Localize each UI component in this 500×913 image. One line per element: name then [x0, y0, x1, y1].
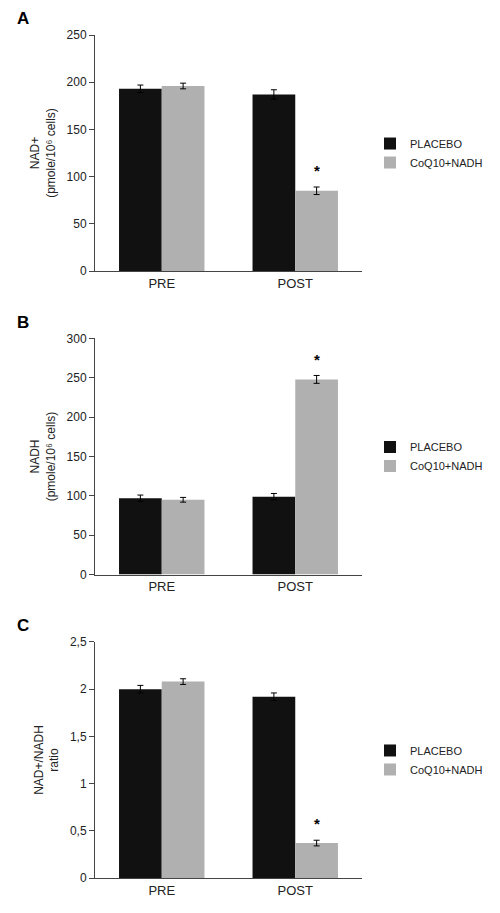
svg-text:PLACEBO: PLACEBO	[410, 138, 462, 150]
svg-text:1: 1	[80, 777, 87, 791]
svg-text:CoQ10+NADH: CoQ10+NADH	[410, 157, 483, 169]
svg-text:*: *	[314, 162, 320, 179]
svg-text:A: A	[17, 9, 29, 28]
svg-text:PRE: PRE	[148, 276, 175, 291]
svg-text:200: 200	[67, 75, 87, 89]
svg-text:200: 200	[67, 410, 87, 424]
svg-text:150: 150	[67, 450, 87, 464]
svg-text:PLACEBO: PLACEBO	[410, 441, 462, 453]
svg-text:50: 50	[73, 217, 87, 231]
svg-text:0: 0	[80, 871, 87, 885]
svg-text:PLACEBO: PLACEBO	[410, 745, 462, 757]
svg-text:B: B	[17, 313, 29, 332]
svg-text:NAD+/NADHratio: NAD+/NADHratio	[32, 725, 62, 795]
svg-text:POST: POST	[278, 579, 313, 594]
svg-text:*: *	[314, 351, 320, 368]
svg-text:NADH(pmole/10⁶ cells): NADH(pmole/10⁶ cells)	[28, 412, 58, 502]
svg-text:POST: POST	[278, 883, 313, 898]
svg-text:2: 2	[80, 682, 87, 696]
svg-text:C: C	[17, 616, 29, 635]
svg-text:CoQ10+NADH: CoQ10+NADH	[410, 460, 483, 472]
svg-text:NAD+(pmole/10⁶ cells): NAD+(pmole/10⁶ cells)	[28, 108, 58, 198]
svg-text:PRE: PRE	[148, 579, 175, 594]
svg-text:250: 250	[67, 28, 87, 42]
svg-text:PRE: PRE	[148, 883, 175, 898]
svg-text:POST: POST	[278, 276, 313, 291]
svg-text:100: 100	[67, 489, 87, 503]
svg-text:*: *	[314, 815, 320, 832]
svg-text:250: 250	[67, 371, 87, 385]
svg-text:1,5: 1,5	[70, 730, 87, 744]
svg-text:150: 150	[67, 123, 87, 137]
svg-text:50: 50	[73, 528, 87, 542]
svg-text:CoQ10+NADH: CoQ10+NADH	[410, 764, 483, 776]
svg-text:300: 300	[67, 332, 87, 346]
svg-text:100: 100	[67, 170, 87, 184]
svg-text:0: 0	[80, 568, 87, 582]
svg-text:2,5: 2,5	[70, 635, 87, 649]
svg-text:0: 0	[80, 264, 87, 278]
svg-text:0,5: 0,5	[70, 824, 87, 838]
